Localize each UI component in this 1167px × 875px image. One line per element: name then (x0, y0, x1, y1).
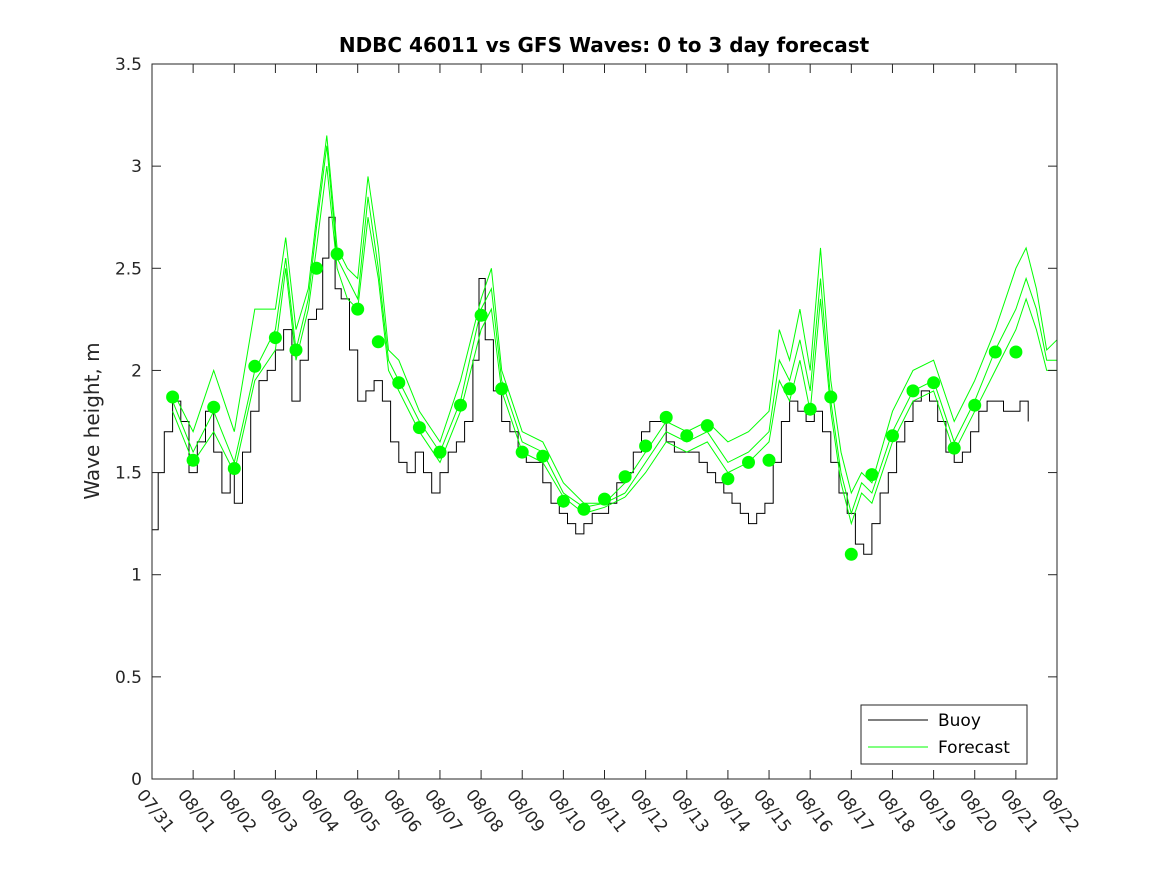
legend: Buoy Forecast (860, 704, 1028, 765)
plot-area-background (152, 64, 1057, 779)
forecast-point (412, 421, 426, 435)
forecast-point (598, 492, 611, 506)
buoy-line (152, 216, 1029, 555)
forecast-point (577, 502, 591, 516)
forecast-point (721, 472, 735, 486)
forecast-point (865, 468, 879, 482)
forecast-point (166, 390, 180, 404)
y-tick-label: 2 (131, 361, 142, 381)
forecast-point (824, 390, 838, 404)
forecast-line-4 (624, 276, 1057, 516)
forecast-point (742, 455, 755, 469)
y-tick-label: 0.5 (115, 668, 142, 688)
y-tick-label: 2.5 (115, 259, 142, 279)
y-tick-label: 3 (131, 157, 142, 177)
forecast-point (927, 376, 941, 390)
forecast-point (1009, 345, 1023, 359)
forecast-point (536, 449, 550, 463)
forecast-point (248, 359, 262, 373)
y-tick-label: 1.5 (115, 464, 142, 484)
forecast-point (783, 382, 797, 396)
forecast-point (968, 398, 982, 412)
forecast-point (227, 462, 241, 475)
forecast-point (454, 398, 467, 412)
forecast-point (515, 445, 529, 459)
forecast-point (310, 261, 323, 275)
buoy-series (152, 216, 1029, 555)
forecast-point (351, 302, 365, 316)
chart-title: NDBC 46011 vs GFS Waves: 0 to 3 day fore… (339, 33, 870, 57)
forecast-point (988, 345, 1002, 359)
y-axis-ticks: 0 0.5 1 1.5 2 2.5 3 3.5 (115, 55, 1057, 790)
forecast-point (659, 410, 673, 424)
forecast-point (474, 308, 488, 322)
forecast-point (844, 547, 858, 561)
forecast-point (618, 470, 632, 484)
forecast-point (495, 382, 509, 396)
forecast-points (166, 247, 1023, 561)
legend-forecast-label: Forecast (938, 738, 1010, 758)
forecast-point (556, 494, 570, 508)
forecast-line-5 (624, 246, 1058, 495)
forecast-line-6 (624, 297, 1057, 526)
legend-box (860, 704, 1028, 765)
y-axis-label: Wave height, m (80, 342, 104, 499)
forecast-point (947, 441, 961, 455)
forecast-point (700, 419, 714, 433)
forecast-point (680, 429, 694, 443)
forecast-point (207, 400, 221, 414)
forecast-point (268, 331, 282, 345)
y-tick-label: 0 (131, 770, 142, 790)
forecast-point (906, 384, 920, 398)
forecast-point (330, 247, 344, 261)
legend-buoy-label: Buoy (938, 711, 981, 731)
forecast-point (371, 335, 385, 349)
forecast-point (803, 402, 817, 416)
forecast-point (639, 439, 653, 453)
forecast-point (886, 429, 899, 443)
forecast-line-2 (172, 135, 626, 504)
y-tick-label: 1 (131, 566, 142, 586)
forecast-point (762, 453, 776, 467)
forecast-point (433, 445, 447, 459)
forecast-point (289, 343, 303, 357)
forecast-point (186, 453, 200, 467)
forecast-point (392, 376, 406, 390)
y-tick-label: 3.5 (115, 55, 142, 75)
